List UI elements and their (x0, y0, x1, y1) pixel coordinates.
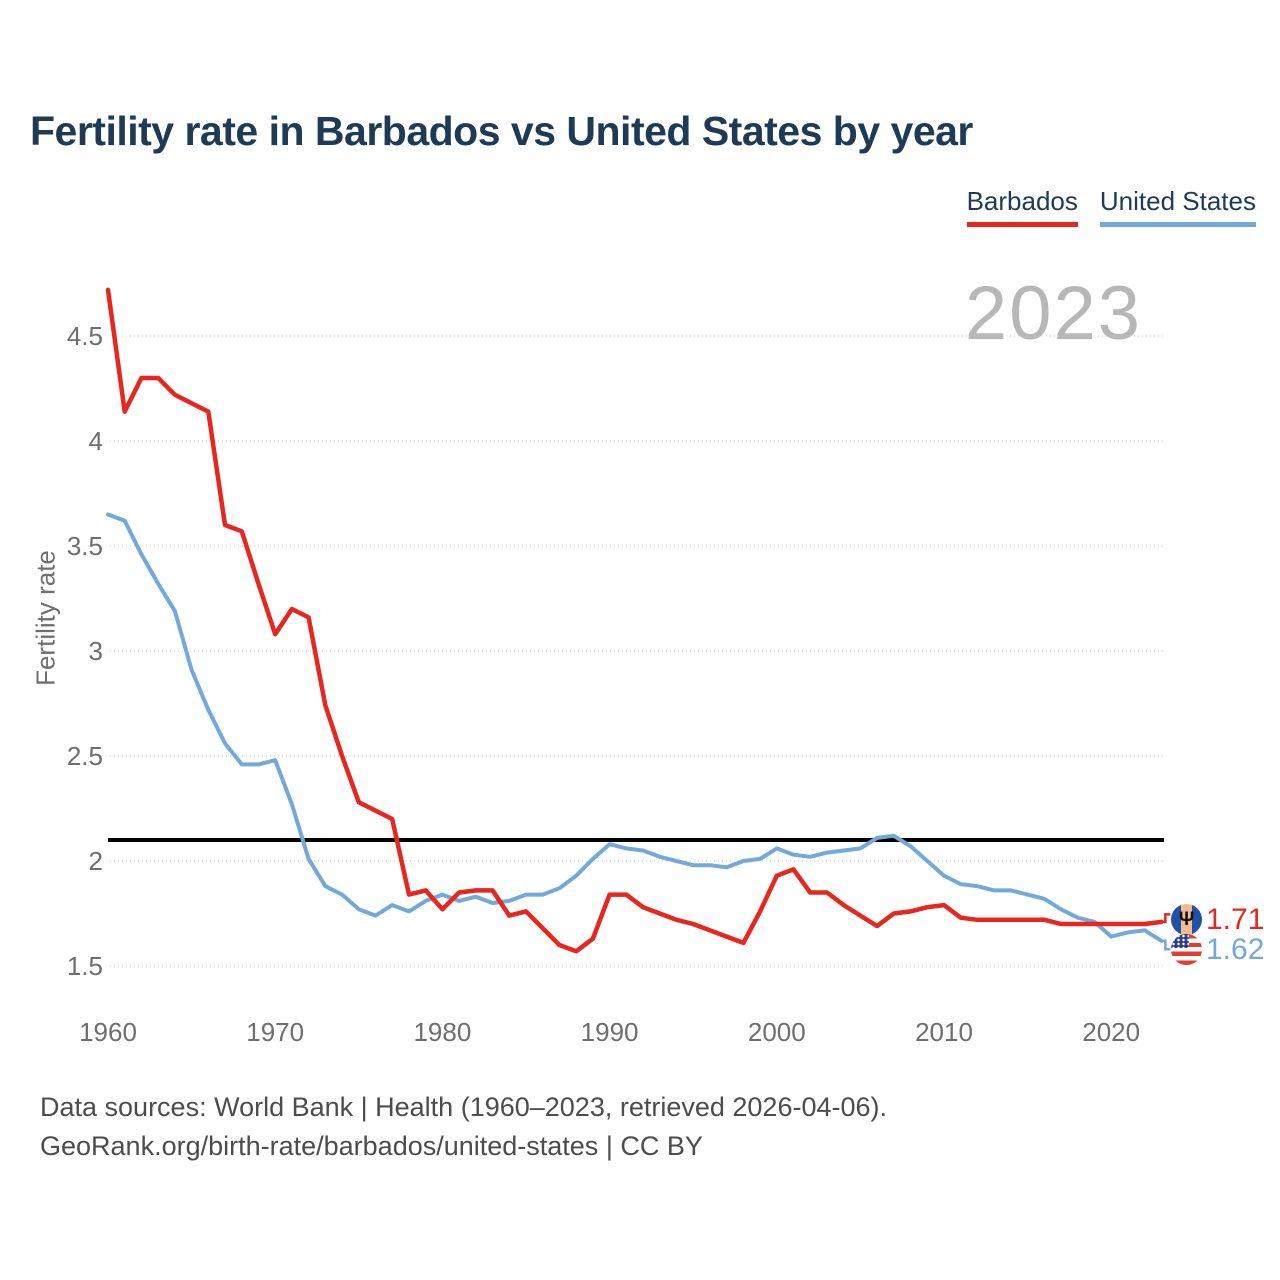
end-label-connector (1161, 939, 1171, 951)
barbados-line[interactable] (105, 287, 1164, 954)
trident-glyph: Ψ (1178, 908, 1195, 930)
y-tick-label: 2 (88, 846, 103, 876)
legend-item-united-states[interactable]: United States (1099, 186, 1256, 227)
legend-label-united-states: United States (1099, 186, 1256, 216)
y-tick-label: 3.5 (66, 531, 103, 561)
y-tick-label: 1.5 (66, 951, 103, 981)
barbados-flag-icon: Ψ (1171, 904, 1202, 935)
y-tick-label: 2.5 (66, 741, 103, 771)
x-tick-label: 2010 (915, 1017, 973, 1047)
footer: Data sources: World Bank | Health (1960–… (40, 1088, 887, 1166)
legend-label-barbados: Barbados (966, 186, 1078, 216)
year-watermark: 2023 (964, 271, 1142, 356)
barbados-end-value: 1.71 (1206, 903, 1265, 936)
footer-attribution-line: GeoRank.org/birth-rate/barbados/united-s… (40, 1131, 703, 1161)
x-tick-label: 2000 (747, 1017, 806, 1047)
x-tick-label: 1960 (79, 1017, 137, 1047)
us-flag-icon (1171, 934, 1202, 965)
legend-item-barbados[interactable]: Barbados (966, 186, 1078, 227)
x-tick-label: 2020 (1082, 1017, 1141, 1047)
us-end-value: 1.62 (1206, 933, 1265, 966)
legend: Barbados United States (966, 186, 1256, 227)
y-tick-label: 3 (88, 636, 103, 666)
x-tick-label: 1970 (246, 1017, 305, 1047)
footer-sources-line: Data sources: World Bank | Health (1960–… (40, 1092, 887, 1122)
united-states-line[interactable] (106, 512, 1164, 943)
y-tick-label: 4 (88, 426, 103, 456)
page-title: Fertility rate in Barbados vs United Sta… (30, 108, 973, 154)
legend-underline-united-states (1099, 222, 1256, 227)
y-tick-label: 4.5 (66, 321, 103, 351)
legend-underline-barbados (966, 222, 1078, 227)
x-tick-label: 1980 (413, 1017, 472, 1047)
end-label-connector (1161, 913, 1171, 924)
us-flag-canton (1171, 934, 1189, 948)
x-tick-label: 1990 (580, 1017, 639, 1047)
y-axis-title: Fertility rate (30, 550, 61, 686)
